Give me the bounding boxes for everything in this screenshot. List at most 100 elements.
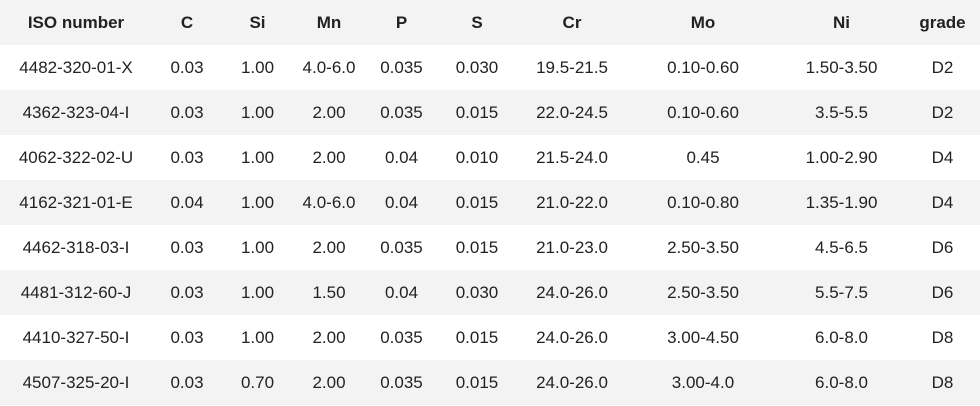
table-cell: D4 [905,135,980,180]
table-cell: 0.70 [222,360,293,405]
header-cell: Cr [516,0,628,45]
table-row: 4481-312-60-J 0.03 1.00 1.50 0.04 0.030 24.0-2… [0,270,980,315]
table-row: 4362-323-04-I 0.03 1.00 2.00 0.035 0.015 22.0-… [0,90,980,135]
header-cell: P [365,0,438,45]
table-cell: 2.00 [293,90,365,135]
table-cell: 0.04 [152,180,222,225]
table-cell: D6 [905,225,980,270]
table-cell: 21.5-24.0 [516,135,628,180]
table-cell: 0.10-0.60 [628,45,778,90]
table-cell: 1.00 [222,315,293,360]
table-cell: 0.03 [152,135,222,180]
table-cell: 2.00 [293,360,365,405]
table-cell: 0.035 [365,360,438,405]
table-cell: 0.03 [152,270,222,315]
table-cell: 0.015 [438,180,516,225]
table-cell: 0.04 [365,135,438,180]
table-row: 4062-322-02-U 0.03 1.00 2.00 0.04 0.010 21.5-2… [0,135,980,180]
table-header: ISO number C Si Mn P S Cr Mo Ni grade [0,0,980,45]
table-cell: 0.015 [438,315,516,360]
table-cell: 1.50-3.50 [778,45,905,90]
table-row: 4482-320-01-X 0.03 1.00 4.0-6.0 0.035 0.030 19… [0,45,980,90]
header-cell: Mo [628,0,778,45]
table-cell: 4482-320-01-X [0,45,152,90]
table-cell: 4507-325-20-I [0,360,152,405]
table-cell: 0.015 [438,90,516,135]
table-cell: 19.5-21.5 [516,45,628,90]
table-cell: 2.00 [293,135,365,180]
table-cell: 21.0-22.0 [516,180,628,225]
table-row: 4507-325-20-I 0.03 0.70 2.00 0.035 0.015 24.0-… [0,360,980,405]
table-cell: D2 [905,45,980,90]
table-cell: 0.04 [365,270,438,315]
table-cell: 4481-312-60-J [0,270,152,315]
table-cell: 4462-318-03-I [0,225,152,270]
table-cell: 3.00-4.0 [628,360,778,405]
table-cell: 2.50-3.50 [628,225,778,270]
table-body: 4482-320-01-X 0.03 1.00 4.0-6.0 0.035 0.030 19… [0,45,980,405]
table-cell: 4410-327-50-I [0,315,152,360]
table-cell: 0.015 [438,360,516,405]
table-row: 4162-321-01-E 0.04 1.00 4.0-6.0 0.04 0.015 21.… [0,180,980,225]
table-cell: 2.00 [293,225,365,270]
table-cell: 3.00-4.50 [628,315,778,360]
table-cell: 0.03 [152,315,222,360]
header-cell: Mn [293,0,365,45]
table-cell: D2 [905,90,980,135]
table-cell: 21.0-23.0 [516,225,628,270]
table-cell: 1.00 [222,225,293,270]
table-cell: 1.00 [222,270,293,315]
table-cell: 0.035 [365,315,438,360]
table-cell: 1.00 [222,45,293,90]
table-cell: 0.030 [438,45,516,90]
table-row: 4410-327-50-I 0.03 1.00 2.00 0.035 0.015 24.0-… [0,315,980,360]
header-cell: Ni [778,0,905,45]
table-cell: 0.03 [152,225,222,270]
table-cell: 24.0-26.0 [516,270,628,315]
table-cell: 0.030 [438,270,516,315]
table-cell: 2.00 [293,315,365,360]
header-cell: S [438,0,516,45]
table-cell: D8 [905,315,980,360]
table-cell: 0.03 [152,360,222,405]
table-cell: 4.5-6.5 [778,225,905,270]
table-cell: 1.00 [222,180,293,225]
table-cell: 1.00 [222,90,293,135]
table-cell: 24.0-26.0 [516,360,628,405]
table-cell: 1.50 [293,270,365,315]
table-cell: 24.0-26.0 [516,315,628,360]
header-cell: grade [905,0,980,45]
header-cell: ISO number [0,0,152,45]
table-cell: 4.0-6.0 [293,45,365,90]
table-cell: D4 [905,180,980,225]
table-cell: 1.35-1.90 [778,180,905,225]
table-cell: 0.10-0.80 [628,180,778,225]
header-row: ISO number C Si Mn P S Cr Mo Ni grade [0,0,980,45]
table-cell: 5.5-7.5 [778,270,905,315]
table-cell: 0.035 [365,225,438,270]
table-cell: 0.035 [365,45,438,90]
table-cell: 1.00 [222,135,293,180]
table-cell: D8 [905,360,980,405]
table-cell: 22.0-24.5 [516,90,628,135]
table-cell: 0.035 [365,90,438,135]
table-cell: 6.0-8.0 [778,360,905,405]
table-cell: D6 [905,270,980,315]
table-cell: 6.0-8.0 [778,315,905,360]
table-cell: 3.5-5.5 [778,90,905,135]
table-cell: 2.50-3.50 [628,270,778,315]
table-cell: 0.03 [152,45,222,90]
table-cell: 4162-321-01-E [0,180,152,225]
table-cell: 4.0-6.0 [293,180,365,225]
table-cell: 0.10-0.60 [628,90,778,135]
table-cell: 4362-323-04-I [0,90,152,135]
table-cell: 0.015 [438,225,516,270]
header-cell: C [152,0,222,45]
table-cell: 0.03 [152,90,222,135]
table-cell: 0.010 [438,135,516,180]
table-cell: 4062-322-02-U [0,135,152,180]
table-cell: 1.00-2.90 [778,135,905,180]
table-row: 4462-318-03-I 0.03 1.00 2.00 0.035 0.015 21.0-… [0,225,980,270]
